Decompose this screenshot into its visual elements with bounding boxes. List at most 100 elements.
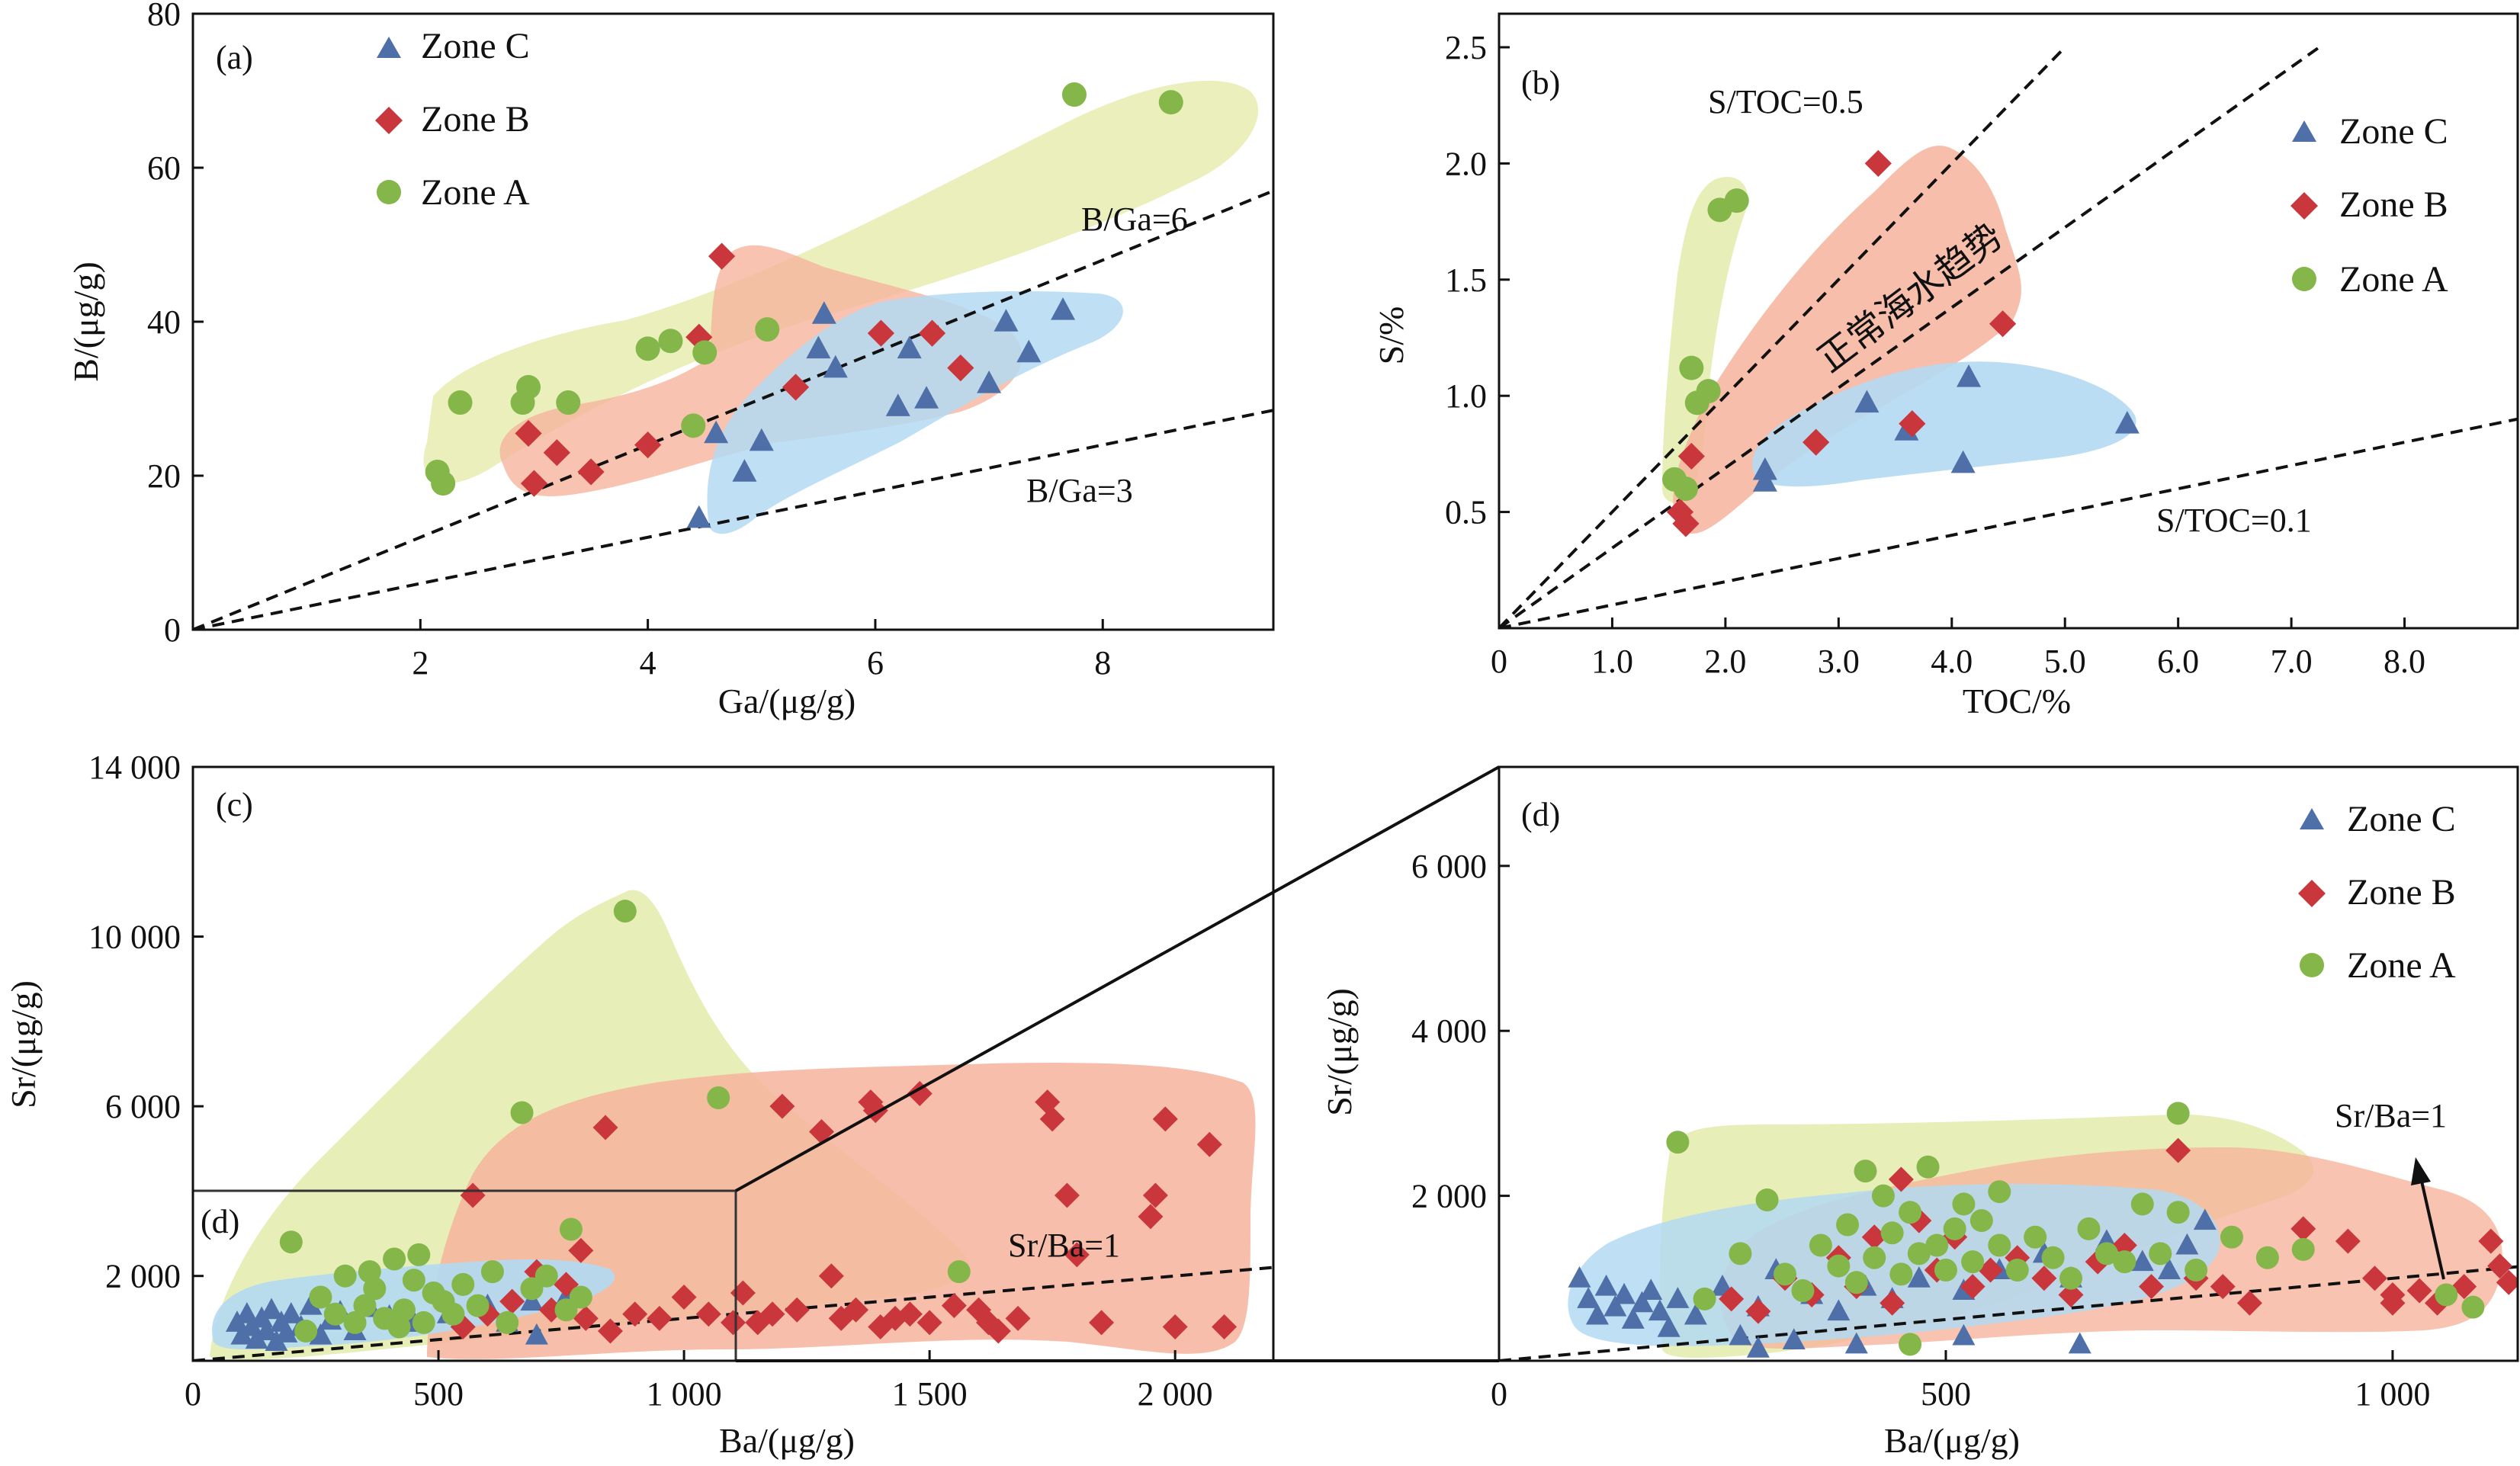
zone-regions [1662, 146, 2136, 534]
point-d-zone-a-8 [1836, 1213, 1860, 1237]
legend-a-diamond-icon [375, 107, 403, 134]
point-d-zone-a-34 [2166, 1201, 2190, 1224]
x-tick-label-a-1: 4 [640, 644, 656, 682]
point-d-zone-b-13 [1978, 1257, 2004, 1283]
point-c-zone-a-24 [559, 1217, 583, 1241]
point-d-zone-a-43 [1899, 1333, 1922, 1356]
point-d-zone-a-6 [1809, 1233, 1832, 1257]
point-c-zone-b-24 [843, 1297, 869, 1323]
point-b-zone-b-1 [1672, 510, 1700, 537]
point-d-zone-a-26 [2024, 1225, 2047, 1249]
point-b-zone-a-6 [1724, 188, 1749, 213]
ref-arrow-head-icon [2411, 1157, 2431, 1185]
legend-b-zone-a: Zone A [2339, 259, 2448, 300]
legend-a-zone-b: Zone B [421, 99, 530, 140]
panel-d-ba-vs-sr-zoom: 0 500 1 000 2 000 4 000 6 000 (d) Sr/Ba=1 Ba/… [1320, 765, 2519, 1460]
legend-b-circle-icon [2292, 267, 2316, 291]
point-a-zone-c-0 [686, 505, 711, 528]
y-tick-label-a-1: 20 [147, 457, 181, 495]
point-c-zone-b-43 [1162, 1314, 1188, 1339]
point-c-zone-c-14 [309, 1323, 332, 1345]
axis-ticks-d: 0 500 1 000 2 000 4 000 6 000 [1411, 848, 2430, 1413]
point-d-zone-c-2 [1585, 1303, 1609, 1325]
panel-label-c: (c) [216, 786, 253, 823]
point-d-zone-a-38 [2255, 1246, 2279, 1269]
point-d-zone-b-29 [2451, 1274, 2477, 1300]
x-tick-label-c-4: 2 000 [1138, 1375, 1213, 1413]
legend-a: Zone C Zone B Zone A [375, 26, 530, 213]
legend-b: Zone C Zone B Zone A [2290, 111, 2448, 300]
ref-arrow-shaft [2419, 1177, 2445, 1280]
point-d-zone-a-36 [2185, 1258, 2208, 1282]
y-tick-label-a-2: 40 [147, 303, 181, 341]
x-tick-label-a-2: 6 [867, 644, 884, 682]
point-b-zone-b-4 [1864, 149, 1892, 177]
zoom-connector-upper [735, 765, 1500, 1192]
x-tick-label-b-6: 6.0 [2157, 643, 2199, 680]
point-c-zone-a-2 [309, 1285, 332, 1309]
point-d-zone-a-41 [2291, 1237, 2315, 1261]
data-points-d [1568, 1102, 2518, 1358]
panel-label-b: (b) [1521, 64, 1560, 101]
point-d-zone-a-13 [1880, 1221, 1904, 1245]
point-d-zone-a-39 [2435, 1283, 2458, 1307]
point-c-zone-a-28 [947, 1260, 971, 1284]
point-d-zone-a-19 [1934, 1258, 1957, 1282]
point-a-zone-a-1 [431, 471, 456, 496]
x-tick-label-a-3: 8 [1094, 644, 1111, 682]
point-d-zone-a-23 [1969, 1209, 1993, 1233]
x-axis-label-d: Ba/(μg/g) [1884, 1421, 2020, 1460]
point-b-zone-c-0 [1752, 469, 1777, 492]
point-d-zone-b-32 [2496, 1269, 2518, 1295]
point-b-zone-b-3 [1803, 428, 1830, 456]
point-c-zone-a-27 [707, 1086, 730, 1110]
point-d-zone-b-15 [2031, 1266, 2057, 1291]
point-a-zone-c-8 [897, 335, 922, 359]
y-tick-label-c-1: 6 000 [105, 1088, 181, 1125]
point-c-zone-b-19 [769, 1093, 795, 1119]
point-d-zone-a-22 [1961, 1250, 1985, 1274]
point-c-zone-a-20 [510, 1101, 534, 1124]
point-d-zone-c-22 [1907, 1266, 1931, 1288]
legend-b-zone-c: Zone C [2339, 111, 2448, 152]
point-a-zone-b-0 [515, 419, 542, 447]
point-c-zone-b-40 [1138, 1204, 1164, 1230]
plot-frame-c [191, 765, 1275, 1362]
point-a-zone-c-5 [811, 301, 836, 324]
ref-label-srba-c: Sr/Ba=1 [1008, 1227, 1120, 1264]
y-axis-label-d: Sr/(μg/g) [1320, 988, 1359, 1116]
point-a-zone-c-1 [704, 420, 729, 444]
point-d-zone-a-21 [1952, 1192, 1976, 1216]
x-axis-label-c: Ba/(μg/g) [719, 1421, 855, 1460]
point-c-zone-b-38 [1064, 1242, 1090, 1268]
zone-regions [210, 890, 1256, 1360]
plot-frame-d [1498, 765, 2519, 1362]
point-a-zone-a-8 [681, 413, 706, 438]
point-d-zone-a-2 [1729, 1242, 1752, 1266]
point-d-zone-b-24 [2290, 1216, 2316, 1242]
point-d-zone-b-25 [2335, 1228, 2361, 1254]
point-c-zone-a-18 [480, 1260, 504, 1284]
y-tick-label-c-2: 10 000 [88, 919, 181, 956]
point-a-zone-b-7 [782, 374, 810, 401]
y-tick-label-b-0: 0.5 [1445, 494, 1487, 531]
reference-lines [1499, 1265, 2518, 1361]
point-c-zone-b-47 [975, 1310, 1001, 1336]
legend-d-zone-a: Zone A [2347, 945, 2456, 986]
point-c-zone-b-9 [592, 1115, 618, 1140]
point-d-zone-b-16 [2058, 1282, 2084, 1307]
point-d-zone-c-34 [1952, 1323, 1976, 1346]
point-d-zone-b-19 [2139, 1274, 2165, 1300]
point-d-zone-a-32 [2130, 1192, 2154, 1216]
point-d-zone-a-20 [1943, 1217, 1966, 1240]
point-a-zone-c-3 [749, 428, 774, 451]
point-c-zone-b-14 [695, 1301, 721, 1327]
axis-ticks-b: 0 1.0 2.0 3.0 4.0 5.0 6.0 7.0 8.0 0.5 1.0 1.5 2.0 2.5 [1445, 29, 2425, 680]
point-d-zone-c-35 [2068, 1332, 2091, 1354]
point-b-zone-c-1 [1752, 457, 1777, 480]
point-c-zone-b-15 [721, 1310, 746, 1336]
point-d-zone-a-18 [1925, 1233, 1949, 1257]
point-d-zone-a-15 [1899, 1201, 1922, 1224]
point-d-zone-a-3 [1755, 1189, 1779, 1212]
legend-a-zone-a: Zone A [421, 172, 530, 213]
